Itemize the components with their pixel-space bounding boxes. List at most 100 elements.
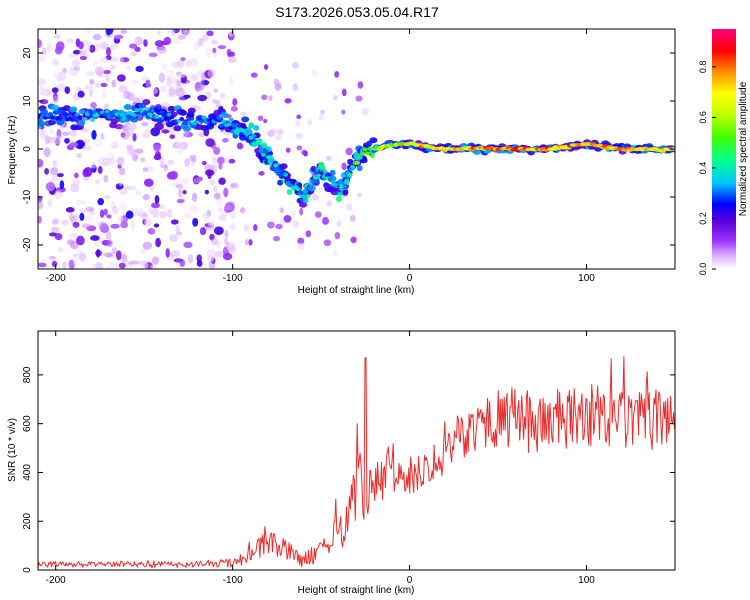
- spectrogram-blob: [127, 92, 135, 101]
- spectrogram-blob: [83, 166, 93, 177]
- spectrogram-blob: [113, 34, 124, 40]
- spectrogram-blob: [226, 122, 232, 127]
- spectrogram-blob: [280, 169, 286, 174]
- spectrogram-blob: [62, 261, 67, 269]
- spectrogram-blob: [343, 178, 350, 185]
- y-tick-label: 0: [22, 146, 33, 152]
- spectrogram-blob: [342, 184, 348, 189]
- spectrogram-blob: [186, 120, 192, 125]
- spectrogram-blob: [170, 29, 176, 37]
- spectrogram-blob: [157, 30, 162, 36]
- spectrogram-blob: [284, 98, 292, 104]
- spectrogram-blob: [241, 128, 247, 133]
- spectrogram-blob: [44, 134, 50, 145]
- spectrogram-blob: [244, 239, 250, 246]
- spectrogram-blob: [189, 116, 195, 121]
- spectrogram-blob: [196, 116, 202, 121]
- spectrogram-blob: [137, 113, 143, 118]
- spectrogram-blob: [96, 248, 101, 258]
- spectrogram-blob: [250, 72, 258, 78]
- spectrogram-blob: [311, 69, 318, 78]
- spectrogram-blob: [303, 189, 308, 194]
- spectrogram-blob: [206, 248, 216, 259]
- spectrogram-blob: [318, 113, 325, 121]
- colorbar-tick-label: 0.2: [698, 212, 708, 225]
- spectrogram-blob: [214, 226, 224, 236]
- spectrogram-blob: [74, 213, 80, 220]
- spectrogram-blob: [115, 250, 122, 261]
- spectrogram-blob: [261, 94, 268, 101]
- spectrogram-blob: [56, 173, 64, 178]
- spectrogram-blob: [88, 89, 93, 98]
- y-tick-label: 200: [22, 512, 33, 529]
- spectrogram-blob: [140, 248, 147, 255]
- spectrogram-blob: [274, 83, 282, 91]
- spectrogram-blob: [153, 223, 160, 228]
- spectrogram-blob: [38, 215, 43, 224]
- spectrogram-blob: [219, 93, 226, 99]
- spectrogram-blob: [196, 260, 203, 267]
- spectrogram-blob: [94, 138, 103, 148]
- spectrogram-blob: [50, 115, 56, 120]
- spectrogram-blob: [213, 185, 218, 193]
- spectrogram-blob: [167, 208, 173, 218]
- spectrogram-blob: [53, 135, 62, 145]
- spectrogram-blob: [103, 252, 113, 258]
- spectrogram-blob: [100, 132, 105, 141]
- spectrogram-blob: [91, 262, 96, 269]
- spectrogram-blob: [134, 148, 144, 154]
- spectrogram-blob: [216, 197, 224, 207]
- spectrogram-blob: [213, 147, 221, 155]
- x-tick-label: -200: [46, 273, 66, 284]
- x-tick-label: 100: [578, 575, 595, 586]
- spectrogram-blob: [169, 170, 178, 180]
- spectrogram-blob: [258, 171, 265, 176]
- colorbar-ticks: 0.0 0.2 0.4 0.6 0.8: [698, 61, 716, 275]
- spectrogram-blob: [89, 44, 96, 53]
- spectrogram-blob: [55, 41, 65, 52]
- spectrogram-blob: [318, 186, 323, 193]
- spectrogram-blob: [92, 59, 99, 67]
- spectrogram-blob: [212, 47, 217, 54]
- spectrogram-blob: [164, 115, 170, 120]
- spectrogram-blob: [292, 83, 299, 91]
- spectrogram-blob: [269, 221, 275, 228]
- spectrogram-blob: [320, 109, 325, 115]
- spectrogram-blob: [369, 137, 378, 144]
- spectrogram-blob: [130, 116, 139, 123]
- spectrogram-blob: [110, 56, 119, 63]
- spectrogram-blob: [166, 29, 172, 34]
- spectrogram-blob: [66, 38, 73, 43]
- spectrogram-blob: [307, 185, 316, 192]
- x-tick-label: 100: [578, 273, 595, 284]
- spectrogram-blob: [171, 61, 181, 68]
- spectrogram-blob: [142, 99, 151, 105]
- spectrogram-blob: [228, 117, 234, 122]
- spectrogram-blob: [135, 190, 142, 196]
- spectrogram-blob: [82, 144, 92, 152]
- spectrogram-blob: [62, 131, 70, 136]
- spectrogram-blob: [99, 57, 109, 64]
- spectrogram-blob: [69, 106, 78, 113]
- spectrogram-blob: [69, 212, 74, 222]
- spectrogram-blob: [119, 57, 125, 64]
- spectrogram-blob: [228, 158, 236, 164]
- spectrogram-blob: [161, 129, 170, 134]
- spectrogram-blob: [246, 127, 252, 132]
- spectrogram-blob: [217, 156, 225, 165]
- spectrogram-blob: [167, 159, 175, 165]
- spectrogram-blob: [258, 149, 264, 154]
- spectrogram-blob: [62, 111, 68, 116]
- spectrogram-blob: [52, 218, 59, 225]
- spectrogram-blob: [97, 166, 103, 174]
- spectrogram-blob: [76, 199, 86, 205]
- spectrogram-blob: [239, 207, 246, 214]
- spectrogram-blob: [118, 202, 128, 211]
- colorbar-tick-label: 0.4: [698, 162, 708, 175]
- spectrogram-blob: [75, 139, 86, 149]
- spectrogram-blob: [98, 221, 108, 230]
- spectrogram-blob: [337, 192, 343, 196]
- spectrogram-blob: [272, 235, 281, 242]
- spectrogram-blob: [225, 240, 230, 249]
